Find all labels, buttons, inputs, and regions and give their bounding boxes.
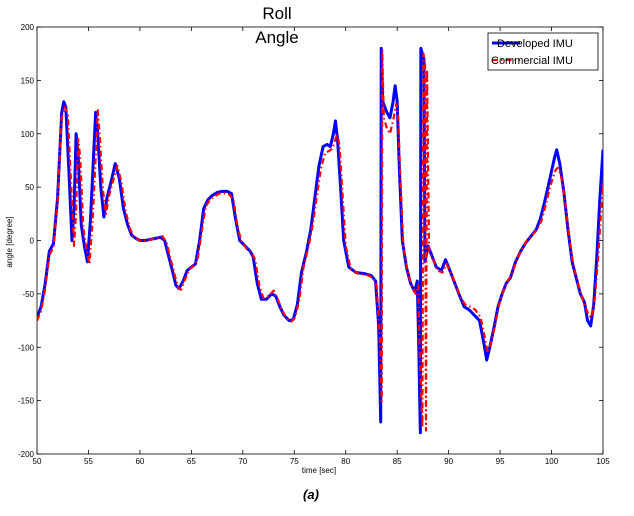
x-tick-label: 90 — [444, 457, 453, 466]
legend-box — [487, 32, 599, 71]
y-axis-label: angle [degree] — [5, 216, 14, 267]
x-axis-label: time [sec] — [302, 466, 336, 475]
x-tick-label: 65 — [187, 457, 196, 466]
x-tick-label: 50 — [33, 457, 42, 466]
x-tick-label: 80 — [341, 457, 350, 466]
series-layer — [37, 46, 603, 435]
y-tick-label: 100 — [21, 130, 35, 139]
y-tick-label: 150 — [21, 76, 35, 85]
plot-area — [36, 26, 604, 455]
figure-caption: (a) — [303, 487, 319, 502]
x-tick-label: 105 — [596, 457, 610, 466]
plot-frame — [36, 26, 604, 455]
x-tick-label: 55 — [84, 457, 93, 466]
chart-title-line-1: Roll — [262, 4, 291, 23]
x-tick-label: 85 — [393, 457, 402, 466]
y-tick-label: -150 — [18, 397, 35, 406]
legend: Developed IMU Commercial IMU — [487, 32, 599, 71]
y-tick-label: -100 — [18, 343, 35, 352]
series-line-commercial-imu — [37, 49, 603, 432]
x-tick-label: 75 — [290, 457, 299, 466]
y-tick-label: 50 — [25, 183, 34, 192]
series-line-developed-imu — [37, 46, 603, 435]
chart-title-line-2: Angle — [255, 28, 298, 47]
y-axis-ticks: -200 -150 -100 -50 0 50 100 150 200 — [18, 23, 603, 459]
x-tick-label: 100 — [545, 457, 559, 466]
legend-label-commercial-imu: Commercial IMU — [491, 55, 573, 67]
y-tick-label: 200 — [21, 23, 35, 32]
x-tick-label: 70 — [238, 457, 247, 466]
y-tick-label: -200 — [18, 450, 35, 459]
y-tick-label: 0 — [30, 237, 35, 246]
x-axis-ticks: 50 55 60 65 70 75 80 85 90 95 100 105 — [33, 27, 610, 466]
y-tick-label: -50 — [22, 290, 34, 299]
legend-label-developed-imu: Developed IMU — [497, 38, 573, 50]
x-tick-label: 60 — [135, 457, 144, 466]
x-tick-label: 95 — [496, 457, 505, 466]
